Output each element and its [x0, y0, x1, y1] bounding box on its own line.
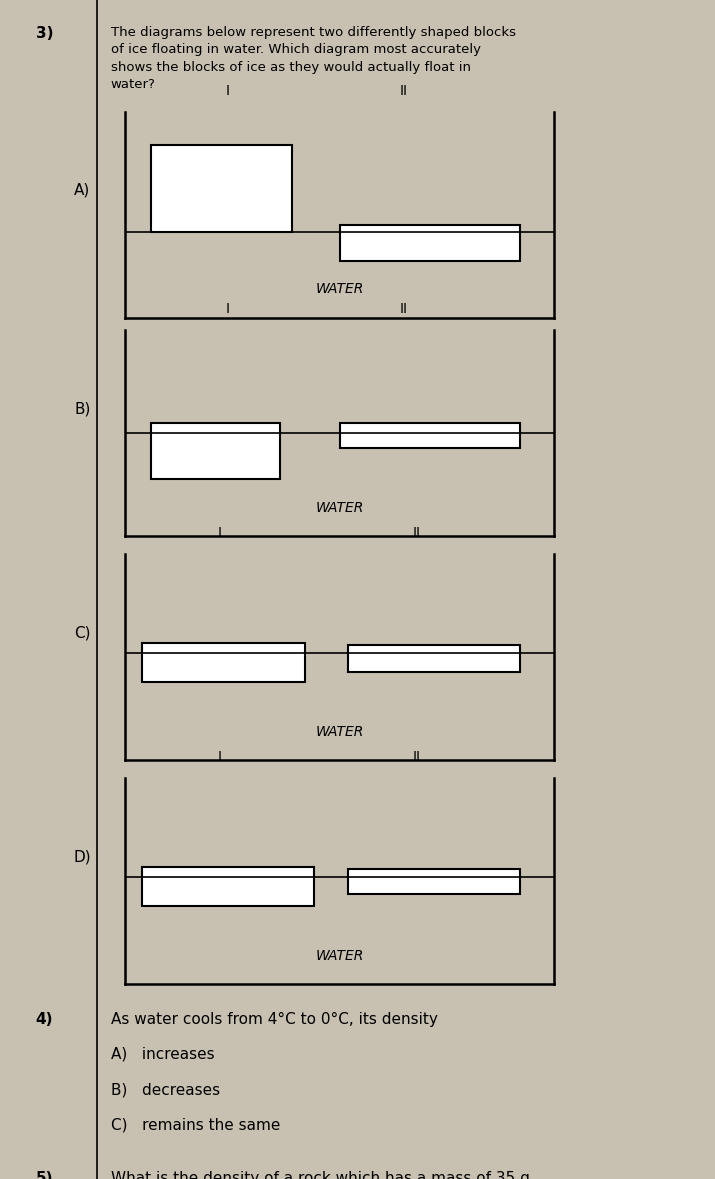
Bar [151, 423, 280, 479]
Text: D): D) [74, 849, 91, 864]
Bar [340, 225, 520, 261]
Text: A): A) [74, 183, 90, 198]
Text: II: II [413, 526, 421, 540]
Text: I: I [226, 84, 230, 98]
Text: I: I [226, 302, 230, 316]
Text: 5): 5) [36, 1171, 53, 1179]
Text: C): C) [74, 625, 91, 640]
Text: I: I [217, 750, 222, 764]
Text: II: II [400, 302, 408, 316]
Bar [340, 423, 520, 448]
Text: I: I [217, 526, 222, 540]
Text: C)   remains the same: C) remains the same [111, 1118, 280, 1133]
Text: II: II [413, 750, 421, 764]
Bar [151, 145, 292, 231]
Text: 4): 4) [36, 1012, 53, 1027]
Text: WATER: WATER [315, 283, 364, 296]
Text: B)   decreases: B) decreases [111, 1082, 220, 1098]
Text: 3): 3) [36, 26, 53, 41]
Text: WATER: WATER [315, 501, 364, 514]
Text: II: II [400, 84, 408, 98]
Bar [348, 869, 520, 894]
Text: A)   increases: A) increases [111, 1047, 214, 1062]
Text: WATER: WATER [315, 949, 364, 962]
Bar [142, 867, 314, 905]
Text: B): B) [74, 401, 90, 416]
Bar [142, 643, 305, 681]
Text: As water cools from 4°C to 0°C, its density: As water cools from 4°C to 0°C, its dens… [111, 1012, 438, 1027]
Bar [348, 645, 520, 672]
Text: The diagrams below represent two differently shaped blocks
of ice floating in wa: The diagrams below represent two differe… [111, 26, 516, 92]
Text: What is the density of a rock which has a mass of 35 g: What is the density of a rock which has … [111, 1171, 530, 1179]
Text: WATER: WATER [315, 725, 364, 738]
